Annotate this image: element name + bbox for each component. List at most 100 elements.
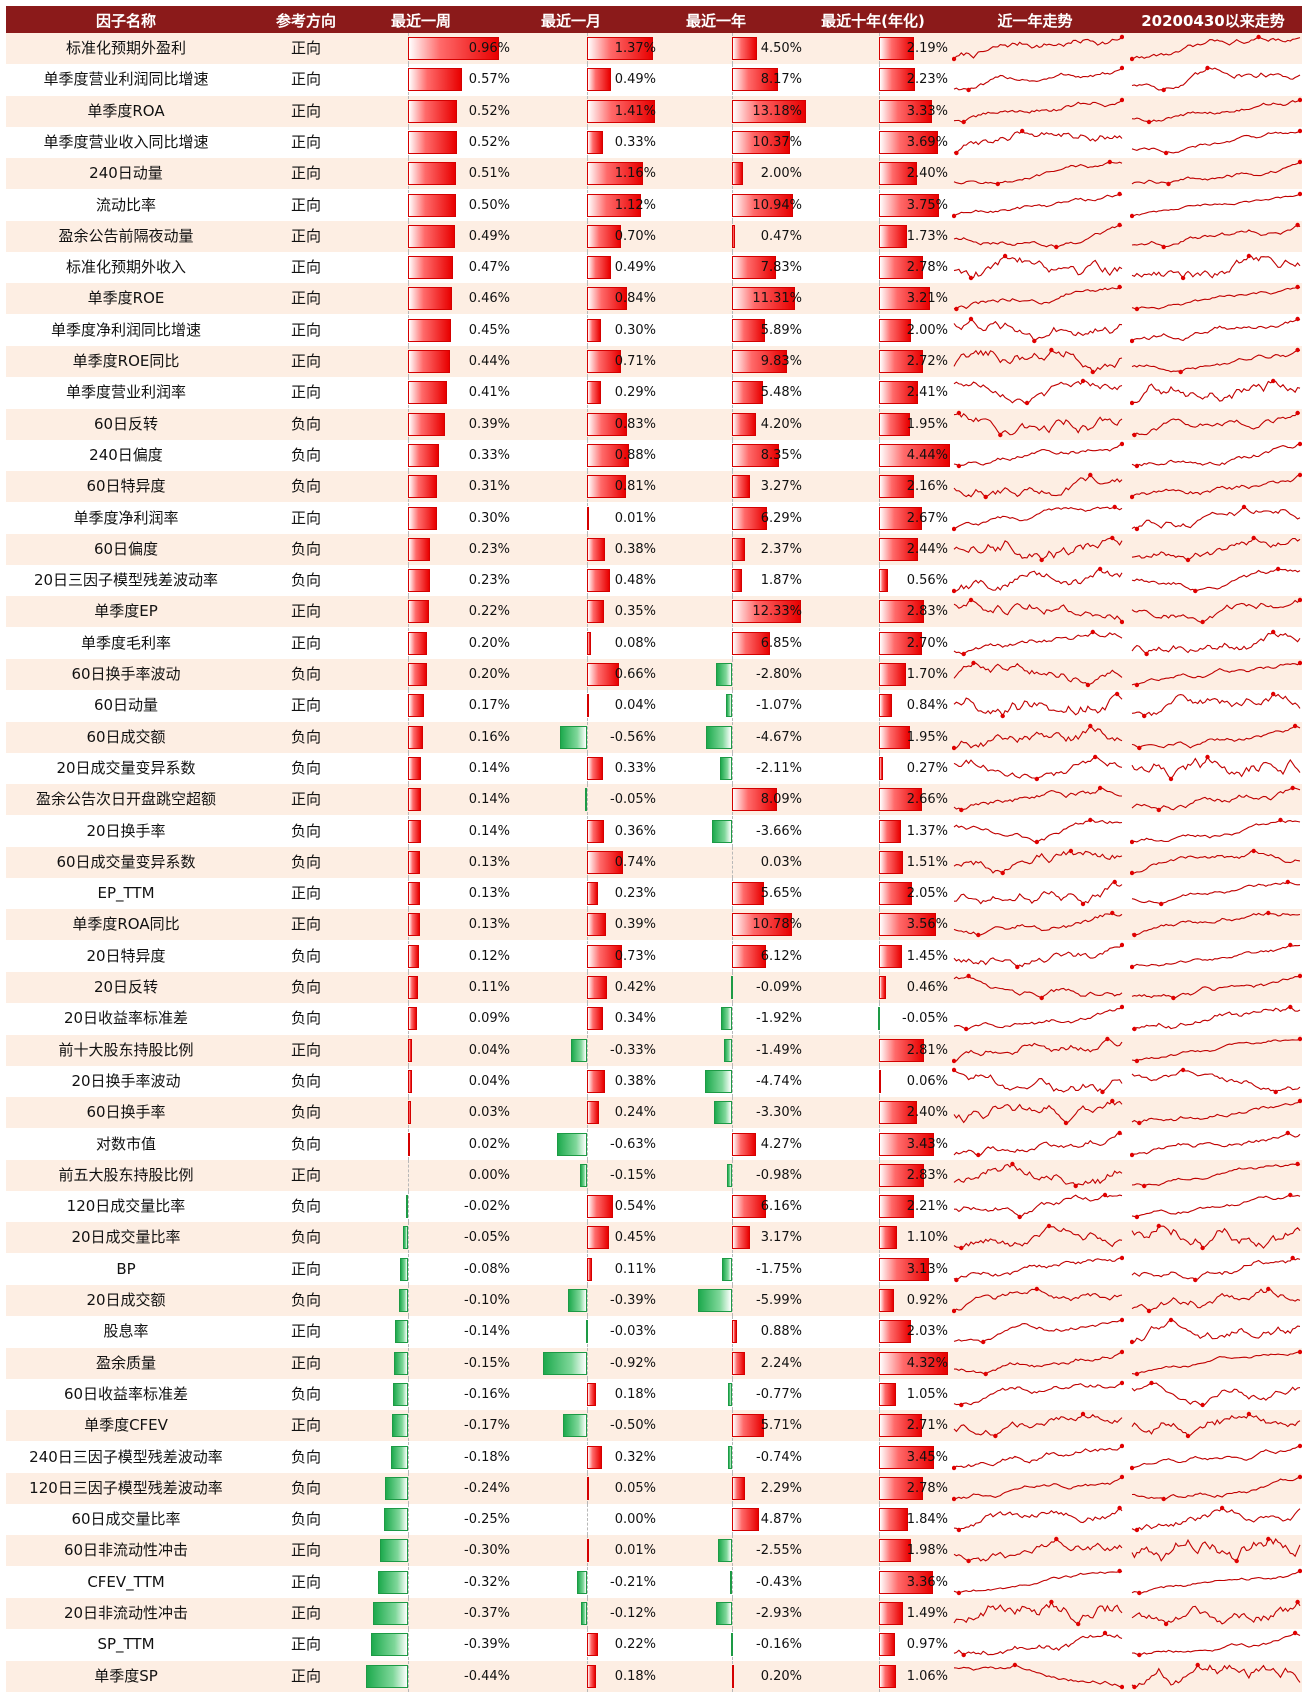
decade-value: 2.83% [906, 604, 948, 620]
decade-bar [879, 381, 918, 405]
sparkline-low-marker [983, 1371, 988, 1376]
sparkline-since [1131, 222, 1301, 249]
sparkline-low-marker [1200, 620, 1205, 625]
year-baseline [732, 690, 733, 722]
factor-name: 20日成交量变异系数 [56, 758, 196, 777]
sparkline-since [1131, 629, 1301, 656]
decade-bar [879, 725, 911, 749]
year-bar [732, 1351, 745, 1375]
month-value: 0.34% [614, 1011, 656, 1027]
week-bar [406, 1195, 409, 1219]
year-value: 4.50% [760, 41, 802, 56]
factor-name: 20日成交量比率 [71, 1228, 181, 1247]
sparkline-path [1131, 1538, 1301, 1563]
year-value: 12.33% [752, 604, 802, 620]
sparkline-year [953, 1505, 1123, 1533]
month-bar [587, 976, 608, 999]
decade-bar [879, 788, 922, 812]
sparkline-high-marker [1110, 535, 1115, 540]
year-value: 6.12% [760, 948, 802, 964]
month-bar [587, 162, 643, 186]
sparkline-high-marker [1297, 191, 1302, 196]
factor-name: 盈余质量 [95, 1353, 156, 1372]
year-value: 6.29% [760, 510, 802, 526]
sparkline-year [952, 1286, 1123, 1314]
decade-bar [879, 1101, 918, 1125]
header-trend-year: 近一年走势 [997, 12, 1073, 30]
sparkline-high-marker [1097, 566, 1103, 572]
year-value: 4.20% [760, 416, 802, 432]
sparkline-year [953, 879, 1123, 907]
sparkline-high-marker [1295, 316, 1300, 321]
week-value: 0.20% [468, 667, 510, 682]
sparkline-since [1131, 1380, 1301, 1408]
factor-direction: 正向 [290, 508, 321, 527]
sparkline-since [1130, 191, 1302, 218]
sparkline-path [1131, 1570, 1301, 1594]
sparkline-path [1131, 1038, 1301, 1062]
sparkline-high-marker [1054, 1537, 1059, 1542]
week-value: 0.13% [468, 854, 510, 870]
week-value: -0.16% [464, 1386, 510, 1402]
sparkline-low-marker [959, 807, 964, 813]
factor-name: 20日特异度 [86, 946, 166, 965]
sparkline-high-marker [1246, 253, 1252, 259]
sparkline-low-marker [1130, 401, 1135, 406]
sparkline-year [953, 66, 1124, 93]
week-value: -0.10% [464, 1293, 510, 1308]
month-bar [585, 1320, 588, 1344]
sparkline-path [1131, 380, 1301, 404]
sparkline-high-marker [1297, 598, 1302, 603]
week-bar [393, 1351, 408, 1375]
table-row: 60日换手率波动 负向 0.20% 0.66% -2.80% 1.70% [6, 659, 1302, 690]
sparkline-year [953, 1005, 1124, 1032]
sparkline-path [953, 537, 1123, 561]
decade-value: -0.05% [902, 1011, 948, 1027]
sparkline-high-marker [1088, 723, 1093, 728]
sparkline-low-marker [1034, 839, 1039, 844]
month-bar [587, 944, 623, 968]
table-row: 120日三因子模型残差波动率 负向 -0.24% 0.05% 2.29% 2.78% [6, 1472, 1302, 1504]
table-row: 20日成交额 负向 -0.10% -0.39% -5.99% 0.92% [6, 1285, 1302, 1316]
week-bar [408, 193, 456, 217]
week-value: 0.14% [468, 760, 510, 776]
sparkline-low-marker [1234, 1559, 1239, 1564]
sparkline-low-marker [1100, 1089, 1105, 1095]
year-baseline [732, 1003, 733, 1035]
sparkline-low-marker [1144, 651, 1149, 656]
decade-bar [879, 1257, 930, 1281]
table-row: 240日偏度 负向 0.33% 0.88% 8.35% 4.44% [6, 439, 1302, 471]
year-bar [727, 1382, 732, 1406]
factor-name: 单季度CFEV [84, 1416, 168, 1435]
sparkline-low-marker [956, 1590, 962, 1595]
week-bar [392, 1382, 408, 1406]
sparkline-high-marker [1297, 1443, 1302, 1448]
decade-value: 0.56% [906, 573, 948, 589]
sparkline-high-marker [1288, 942, 1293, 947]
month-bar [587, 913, 606, 937]
year-value: -0.98% [756, 1167, 802, 1183]
sparkline-path [953, 36, 1123, 60]
factor-direction: 正向 [290, 1353, 321, 1372]
year-bar [723, 1038, 732, 1062]
sparkline-low-marker [952, 526, 957, 531]
sparkline-low-marker [1273, 1089, 1278, 1095]
sparkline-path [953, 1632, 1123, 1657]
year-value: -0.77% [756, 1386, 802, 1402]
factor-direction: 负向 [290, 539, 321, 558]
month-value: 0.01% [614, 510, 656, 526]
sparkline-low-marker [1000, 870, 1005, 875]
factor-direction: 负向 [290, 477, 321, 496]
sparkline-low-marker [1166, 181, 1171, 187]
sparkline-high-marker [1297, 472, 1302, 478]
month-value: -0.33% [610, 1042, 656, 1058]
factor-direction: 负向 [290, 1447, 321, 1466]
sparkline-high-marker [1119, 1380, 1124, 1386]
month-value: 0.49% [614, 260, 656, 276]
week-value: 0.45% [468, 322, 510, 338]
sparkline-high-marker [1093, 754, 1098, 760]
month-baseline [587, 1410, 588, 1442]
year-value: -0.09% [756, 980, 802, 995]
year-bar [711, 819, 732, 843]
week-baseline [408, 1347, 409, 1379]
